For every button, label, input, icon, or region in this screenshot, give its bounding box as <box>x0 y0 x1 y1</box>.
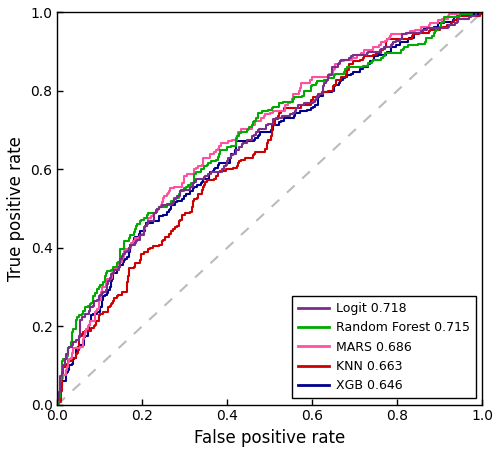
Line: MARS 0.686: MARS 0.686 <box>58 12 482 405</box>
XGB 0.646 <box>110 276 116 282</box>
Random Forest 0.715 <box>470 10 476 15</box>
Line: Logit 0.718: Logit 0.718 <box>58 12 482 405</box>
MARS 0.686 <box>332 61 338 67</box>
Random Forest 0.715 <box>360 63 366 69</box>
MARS 0.686 <box>404 30 410 35</box>
Logit 0.718 <box>393 38 399 44</box>
XGB 0.646 <box>479 10 485 15</box>
Logit 0.718 <box>54 402 60 407</box>
KNN 0.663 <box>177 218 183 224</box>
MARS 0.686 <box>252 123 258 128</box>
X-axis label: False positive rate: False positive rate <box>194 429 346 447</box>
KNN 0.663 <box>80 330 86 335</box>
Random Forest 0.715 <box>269 107 275 113</box>
KNN 0.663 <box>54 402 60 407</box>
Logit 0.718 <box>418 30 424 35</box>
KNN 0.663 <box>479 10 485 15</box>
MARS 0.686 <box>260 113 266 118</box>
Line: XGB 0.646: XGB 0.646 <box>58 12 482 405</box>
XGB 0.646 <box>54 402 60 407</box>
XGB 0.646 <box>216 162 222 168</box>
Legend: Logit 0.718, Random Forest 0.715, MARS 0.686, KNN 0.663, XGB 0.646: Logit 0.718, Random Forest 0.715, MARS 0… <box>292 296 476 399</box>
KNN 0.663 <box>444 22 450 28</box>
Logit 0.718 <box>230 153 236 158</box>
Logit 0.718 <box>70 342 76 348</box>
Logit 0.718 <box>223 163 229 169</box>
Y-axis label: True positive rate: True positive rate <box>7 136 25 281</box>
MARS 0.686 <box>479 10 485 15</box>
Line: KNN 0.663: KNN 0.663 <box>58 12 482 405</box>
KNN 0.663 <box>91 324 97 329</box>
Random Forest 0.715 <box>479 10 485 15</box>
KNN 0.663 <box>346 61 352 67</box>
MARS 0.686 <box>54 402 60 407</box>
Random Forest 0.715 <box>54 402 60 407</box>
MARS 0.686 <box>455 10 461 15</box>
Random Forest 0.715 <box>430 30 436 35</box>
Random Forest 0.715 <box>251 119 257 125</box>
MARS 0.686 <box>285 101 291 106</box>
XGB 0.646 <box>172 202 178 208</box>
Line: Random Forest 0.715: Random Forest 0.715 <box>58 12 482 405</box>
XGB 0.646 <box>150 220 156 225</box>
Logit 0.718 <box>479 10 485 15</box>
MARS 0.686 <box>229 138 235 144</box>
KNN 0.663 <box>177 217 183 222</box>
XGB 0.646 <box>232 148 238 153</box>
Random Forest 0.715 <box>276 101 282 106</box>
Logit 0.718 <box>388 43 394 48</box>
XGB 0.646 <box>186 192 192 197</box>
Logit 0.718 <box>473 10 479 15</box>
Random Forest 0.715 <box>300 88 306 94</box>
